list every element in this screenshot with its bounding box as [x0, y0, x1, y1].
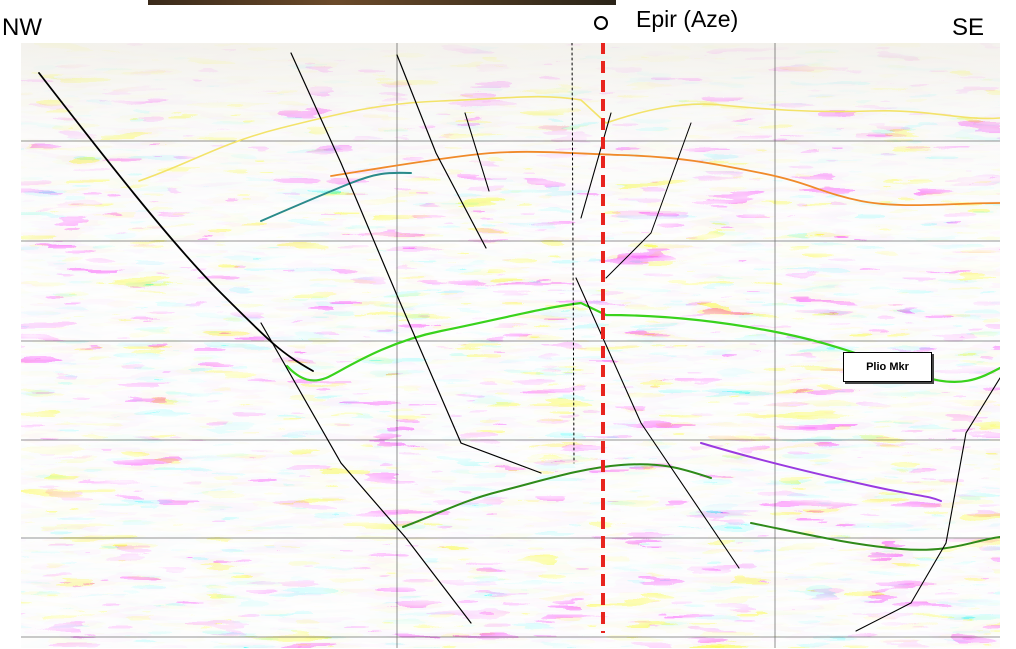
- fault-main-nw: [38, 72, 314, 372]
- fault-3: [396, 54, 487, 249]
- seismic-top-fade: [21, 43, 1000, 648]
- horizon-purple: [700, 442, 942, 502]
- horizon-deep-green: [402, 463, 1000, 551]
- plio-marker-label: Plio Mkr: [843, 352, 932, 382]
- fault-5: [580, 112, 612, 219]
- grid-lines: [21, 43, 1000, 648]
- faults: [38, 43, 1000, 632]
- well-label: Epir (Aze): [636, 6, 739, 32]
- horizon-orange: [330, 150, 1000, 207]
- well-location-icon: [594, 16, 608, 30]
- direction-label-se: SE: [952, 14, 985, 41]
- header-strip: [148, 0, 616, 5]
- seismic-section: [21, 43, 1000, 648]
- fault-7: [575, 277, 740, 569]
- fault-6: [605, 122, 692, 279]
- direction-label-nw: NW: [2, 14, 42, 41]
- fault-2: [260, 322, 472, 624]
- fault-4: [464, 112, 490, 192]
- fault-dotted: [571, 43, 575, 464]
- fault-8: [855, 377, 1000, 632]
- horizon-yellow: [138, 95, 1000, 182]
- fault-1: [290, 52, 542, 474]
- horizon-teal: [260, 171, 412, 222]
